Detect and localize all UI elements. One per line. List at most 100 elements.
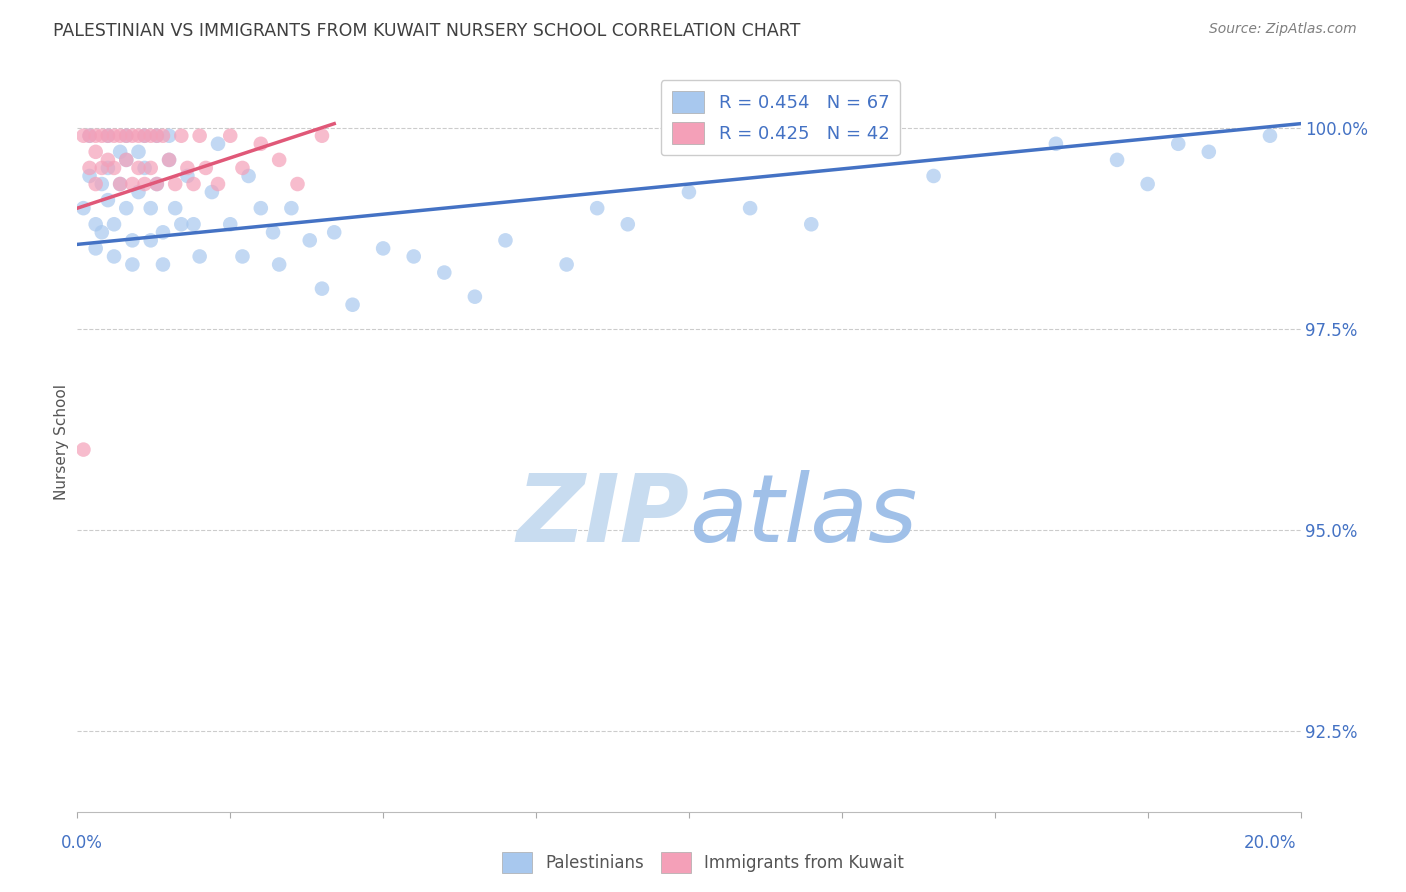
Point <box>134 177 156 191</box>
Point <box>740 201 762 215</box>
Point <box>84 241 107 255</box>
Legend: R = 0.454   N = 67, R = 0.425   N = 42: R = 0.454 N = 67, R = 0.425 N = 42 <box>661 80 900 155</box>
Point <box>402 249 425 263</box>
Point <box>84 145 107 159</box>
Point <box>194 161 217 175</box>
Point <box>183 217 205 231</box>
Point <box>90 161 112 175</box>
Point <box>134 128 156 143</box>
Point <box>157 128 180 143</box>
Point <box>586 201 609 215</box>
Point <box>433 266 456 280</box>
Text: ZIP: ZIP <box>516 469 689 562</box>
Point <box>183 177 205 191</box>
Point <box>84 177 107 191</box>
Point <box>97 153 120 167</box>
Point <box>152 225 174 239</box>
Point <box>139 201 162 215</box>
Point <box>231 161 253 175</box>
Point <box>678 185 700 199</box>
Text: atlas: atlas <box>689 470 917 561</box>
Point <box>79 128 101 143</box>
Point <box>1107 153 1129 167</box>
Point <box>311 128 333 143</box>
Point <box>207 136 229 151</box>
Point <box>115 128 138 143</box>
Point <box>176 169 198 183</box>
Point <box>128 161 150 175</box>
Point <box>555 258 578 272</box>
Point <box>323 225 346 239</box>
Point <box>269 153 291 167</box>
Point <box>188 128 211 143</box>
Point <box>922 169 945 183</box>
Point <box>152 128 174 143</box>
Point <box>219 217 242 231</box>
Point <box>157 153 180 167</box>
Point <box>176 161 198 175</box>
Point <box>72 442 94 457</box>
Point <box>90 225 112 239</box>
Point <box>495 233 517 247</box>
Point <box>84 128 107 143</box>
Point <box>97 128 120 143</box>
Text: PALESTINIAN VS IMMIGRANTS FROM KUWAIT NURSERY SCHOOL CORRELATION CHART: PALESTINIAN VS IMMIGRANTS FROM KUWAIT NU… <box>53 22 801 40</box>
Point <box>134 161 156 175</box>
Legend: Palestinians, Immigrants from Kuwait: Palestinians, Immigrants from Kuwait <box>495 846 911 880</box>
Point <box>97 193 120 207</box>
Point <box>165 201 187 215</box>
Point <box>139 233 162 247</box>
Point <box>262 225 284 239</box>
Point <box>97 161 120 175</box>
Point <box>139 161 162 175</box>
Point <box>269 258 291 272</box>
Point <box>201 185 224 199</box>
Point <box>115 128 138 143</box>
Point <box>72 128 94 143</box>
Point <box>115 201 138 215</box>
Point <box>139 128 162 143</box>
Point <box>128 128 150 143</box>
Point <box>219 128 242 143</box>
Point <box>311 282 333 296</box>
Point <box>103 217 125 231</box>
Point <box>90 128 112 143</box>
Point <box>238 169 260 183</box>
Point <box>157 153 180 167</box>
Point <box>128 185 150 199</box>
Point <box>146 177 169 191</box>
Point <box>79 169 101 183</box>
Point <box>108 177 131 191</box>
Point <box>90 177 112 191</box>
Point <box>79 128 101 143</box>
Point <box>108 145 131 159</box>
Point <box>84 217 107 231</box>
Point <box>1167 136 1189 151</box>
Point <box>170 217 193 231</box>
Point <box>103 249 125 263</box>
Point <box>121 177 143 191</box>
Point <box>1136 177 1159 191</box>
Point <box>1045 136 1067 151</box>
Point <box>115 153 138 167</box>
Point <box>115 153 138 167</box>
Point <box>1258 128 1281 143</box>
Point <box>146 128 169 143</box>
Point <box>342 298 364 312</box>
Point <box>165 177 187 191</box>
Point <box>152 258 174 272</box>
Point <box>97 128 120 143</box>
Point <box>207 177 229 191</box>
Point <box>800 217 823 231</box>
Point <box>287 177 309 191</box>
Point <box>1198 145 1220 159</box>
Point <box>121 233 143 247</box>
Point <box>108 177 131 191</box>
Point <box>103 161 125 175</box>
Point <box>170 128 193 143</box>
Text: Source: ZipAtlas.com: Source: ZipAtlas.com <box>1209 22 1357 37</box>
Point <box>188 249 211 263</box>
Point <box>146 128 169 143</box>
Point <box>108 128 131 143</box>
Point <box>128 145 150 159</box>
